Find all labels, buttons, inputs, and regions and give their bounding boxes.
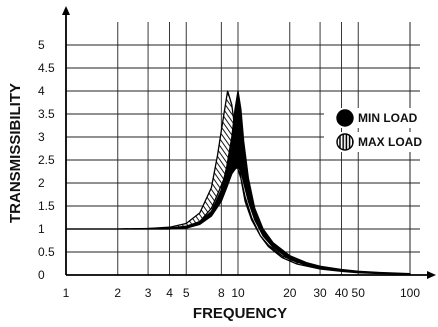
legend-max-load-marker — [336, 133, 354, 151]
y-tick-label: 5 — [38, 38, 45, 52]
y-tick-label: 3 — [38, 130, 45, 144]
axes — [62, 6, 436, 279]
y-tick-label: 2.5 — [38, 153, 55, 167]
y-tick-label: 0.5 — [38, 245, 55, 259]
legend-label: MIN LOAD — [358, 111, 418, 125]
x-tick-label: 100 — [400, 286, 420, 300]
y-axis-title: TRANSMISSIBILITY — [7, 83, 24, 223]
y-tick-label: 4.5 — [38, 61, 55, 75]
y-tick-label: 2 — [38, 176, 45, 190]
y-axis-arrow — [62, 6, 70, 15]
x-tick-label: 20 — [283, 286, 297, 300]
legend-label: MAX LOAD — [358, 135, 422, 149]
x-tick-label: 8 — [218, 286, 225, 300]
y-tick-label: 4 — [38, 84, 45, 98]
x-tick-label: 10 — [231, 286, 245, 300]
x-axis-title: FREQUENCY — [193, 305, 287, 322]
y-tick-label: 3.5 — [38, 107, 55, 121]
x-tick-label: 50 — [352, 286, 366, 300]
legend-min-load-marker — [336, 109, 354, 127]
y-tick-label: 1.5 — [38, 199, 55, 213]
x-tick-label: 5 — [183, 286, 190, 300]
x-tick-label: 1 — [63, 286, 70, 300]
legend: MIN LOAD MAX LOAD — [324, 108, 432, 152]
y-tick-label: 0 — [38, 268, 45, 282]
x-tick-label: 2 — [114, 286, 121, 300]
x-tick-label: 40 — [335, 286, 349, 300]
min-load-area — [65, 90, 411, 275]
x-tick-label: 3 — [145, 286, 152, 300]
x-tick-label: 30 — [313, 286, 327, 300]
x-axis-arrow — [427, 271, 436, 279]
y-tick-label: 1 — [38, 222, 45, 236]
x-tick-label: 4 — [166, 286, 173, 300]
